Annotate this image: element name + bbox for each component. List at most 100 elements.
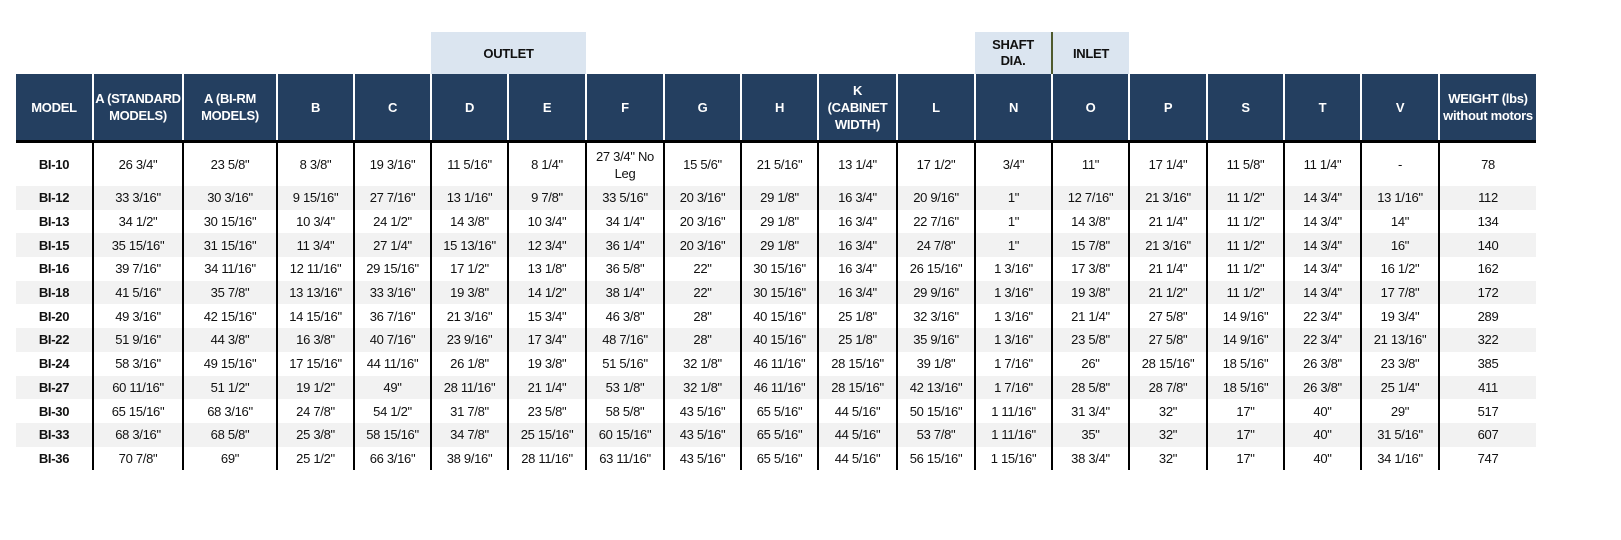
dimension-cell: 21 1/4": [1128, 257, 1207, 281]
dimension-cell: 24 7/8": [896, 233, 975, 258]
dimension-cell: 33 3/16": [353, 280, 431, 305]
column-header-e: E: [507, 74, 586, 142]
table-row: BI-36 70 7/8" 69" 25 1/2" 66 3/16" 38 9/16" 28…: [16, 446, 1536, 471]
table-row: BI-15 35 15/16" 31 15/16" 11 3/4" 27 1/4" 15 …: [16, 233, 1536, 258]
model-cell: BI-36: [38, 450, 70, 466]
dimension-cell: 1 15/16": [974, 446, 1052, 471]
dimension-cell: 27 1/4": [353, 233, 431, 258]
dimension-cell: 35": [1051, 422, 1129, 447]
dimension-cell: 17": [1206, 399, 1284, 423]
dimension-cell: 12 7/16": [1051, 186, 1129, 210]
dimension-cell: 68 3/16": [182, 399, 277, 423]
dimension-cell: 607: [1438, 422, 1536, 447]
dimension-cell: -: [1360, 141, 1439, 186]
column-header-label: WEIGHT (lbs) without motors: [1443, 91, 1533, 123]
model-cell: BI-16: [38, 261, 70, 277]
dimension-cell: 40": [1283, 422, 1361, 447]
dimension-cell: 16 3/4": [817, 209, 897, 234]
dimension-cell: 22 7/16": [896, 209, 975, 234]
table-body: BI-10 26 3/4" 23 5/8" 8 3/8" 19 3/16" 11 5/16…: [16, 141, 1536, 471]
dimension-cell: 65 5/16": [740, 446, 818, 471]
column-header-label: B: [310, 99, 321, 115]
column-header-weight: WEIGHT (lbs) without motors: [1438, 74, 1536, 142]
dimension-cell: 35 7/8": [182, 280, 277, 305]
table-row: BI-22 51 9/16" 44 3/8" 16 3/8" 40 7/16" 23 9/…: [16, 328, 1536, 352]
dimension-cell: 17 3/8": [1051, 257, 1129, 281]
dimension-cell: 17": [1206, 422, 1284, 447]
dimension-cell: 49": [353, 375, 431, 400]
dimension-cell: 40 7/16": [353, 328, 431, 352]
dimension-cell: 9 15/16": [276, 186, 354, 210]
dimension-cell: 14 9/16": [1206, 328, 1284, 352]
table-row: BI-24 58 3/16" 49 15/16" 17 15/16" 44 11/16"…: [16, 351, 1536, 376]
dimension-cell: 17 1/2": [430, 257, 508, 281]
group-outlet: OUTLET: [431, 32, 586, 74]
dimension-cell: 23 3/8": [1360, 351, 1439, 376]
dimension-cell: 17 1/2": [896, 141, 975, 186]
dimension-cell: 20 9/16": [896, 186, 975, 210]
model-cell: BI-27: [16, 375, 93, 400]
column-header-label: D: [464, 99, 475, 115]
column-header-label: T: [1318, 99, 1327, 115]
dimension-cell: 11 1/2": [1206, 209, 1284, 234]
dimension-cell: 56 15/16": [896, 446, 975, 471]
model-cell: BI-33: [16, 422, 93, 447]
column-header-s: S: [1206, 74, 1284, 142]
dimension-cell: 162: [1438, 257, 1536, 281]
dimension-cell: 35 9/16": [896, 328, 975, 352]
dimension-cell: 40 15/16": [740, 304, 818, 329]
table-row: BI-20 49 3/16" 42 15/16" 14 15/16" 36 7/16" 2…: [16, 304, 1536, 329]
dimension-cell: 20 3/16": [663, 186, 741, 210]
dimension-cell: 172: [1438, 280, 1536, 305]
column-header-label: A (BI-RM MODELS): [201, 91, 259, 123]
dimension-cell: 16 3/4": [817, 233, 897, 258]
dimension-cell: 31 7/8": [430, 399, 508, 423]
dimension-cell: 16 3/4": [817, 257, 897, 281]
dimension-cell: 42 13/16": [896, 375, 975, 400]
dimension-cell: 15 7/8": [1051, 233, 1129, 258]
dimension-cell: 26 3/4": [92, 141, 183, 186]
dimension-cell: 33 3/16": [92, 186, 183, 210]
column-header-k: K (CABINET WIDTH): [817, 74, 897, 142]
dimension-cell: 30 15/16": [740, 280, 818, 305]
dimensions-table-container: OUTLET SHAFT DIA. INLET MODEL A (STANDARD…: [16, 32, 1536, 471]
dimension-cell: 13 1/8": [507, 257, 586, 281]
dimension-cell: 24 7/8": [276, 399, 354, 423]
column-header-label: P: [1163, 99, 1173, 115]
dimension-cell: 385: [1438, 351, 1536, 376]
model-cell: BI-30: [38, 403, 70, 419]
column-header-label: N: [1008, 99, 1019, 115]
dimension-cell: 16": [1360, 233, 1439, 258]
dimension-cell: 11 1/2": [1206, 257, 1284, 281]
dimension-cell: 31 15/16": [182, 233, 277, 258]
dimension-cell: 21 3/16": [1128, 186, 1207, 210]
dimension-cell: 46 11/16": [740, 351, 818, 376]
dimension-cell: 14 3/4": [1283, 280, 1361, 305]
dimensions-table: OUTLET SHAFT DIA. INLET MODEL A (STANDARD…: [16, 32, 1536, 471]
dimension-cell: 65 5/16": [740, 422, 818, 447]
dimension-cell: 63 11/16": [585, 446, 664, 471]
dimension-cell: 29 1/8": [740, 186, 818, 210]
dimension-cell: 23 5/8": [182, 141, 277, 186]
dimension-cell: 22": [663, 280, 741, 305]
table-row: BI-13 34 1/2" 30 15/16" 10 3/4" 24 1/2" 14 3/…: [16, 209, 1536, 234]
dimension-cell: 32": [1128, 422, 1207, 447]
column-header-label: C: [387, 99, 398, 115]
dimension-cell: 11 1/2": [1206, 280, 1284, 305]
dimension-cell: 68 3/16": [92, 422, 183, 447]
table-row: BI-30 65 15/16" 68 3/16" 24 7/8" 54 1/2" 31 7…: [16, 399, 1536, 423]
dimension-cell: 43 5/16": [663, 399, 741, 423]
dimension-cell: 23 9/16": [430, 328, 508, 352]
dimension-cell: 34 1/4": [585, 209, 664, 234]
column-header-label: G: [697, 99, 708, 115]
dimension-cell: 13 1/4": [817, 141, 897, 186]
dimension-cell: 22 3/4": [1283, 304, 1361, 329]
dimension-cell: 289: [1438, 304, 1536, 329]
dimension-cell: 8 3/8": [276, 141, 354, 186]
dimension-cell: 29 1/8": [740, 209, 818, 234]
column-header-o: O: [1051, 74, 1129, 142]
dimension-cell: 19 1/2": [276, 375, 354, 400]
dimension-cell: 22 3/4": [1283, 328, 1361, 352]
dimension-cell: 14 3/4": [1283, 209, 1361, 234]
dimension-cell: 14 15/16": [276, 304, 354, 329]
